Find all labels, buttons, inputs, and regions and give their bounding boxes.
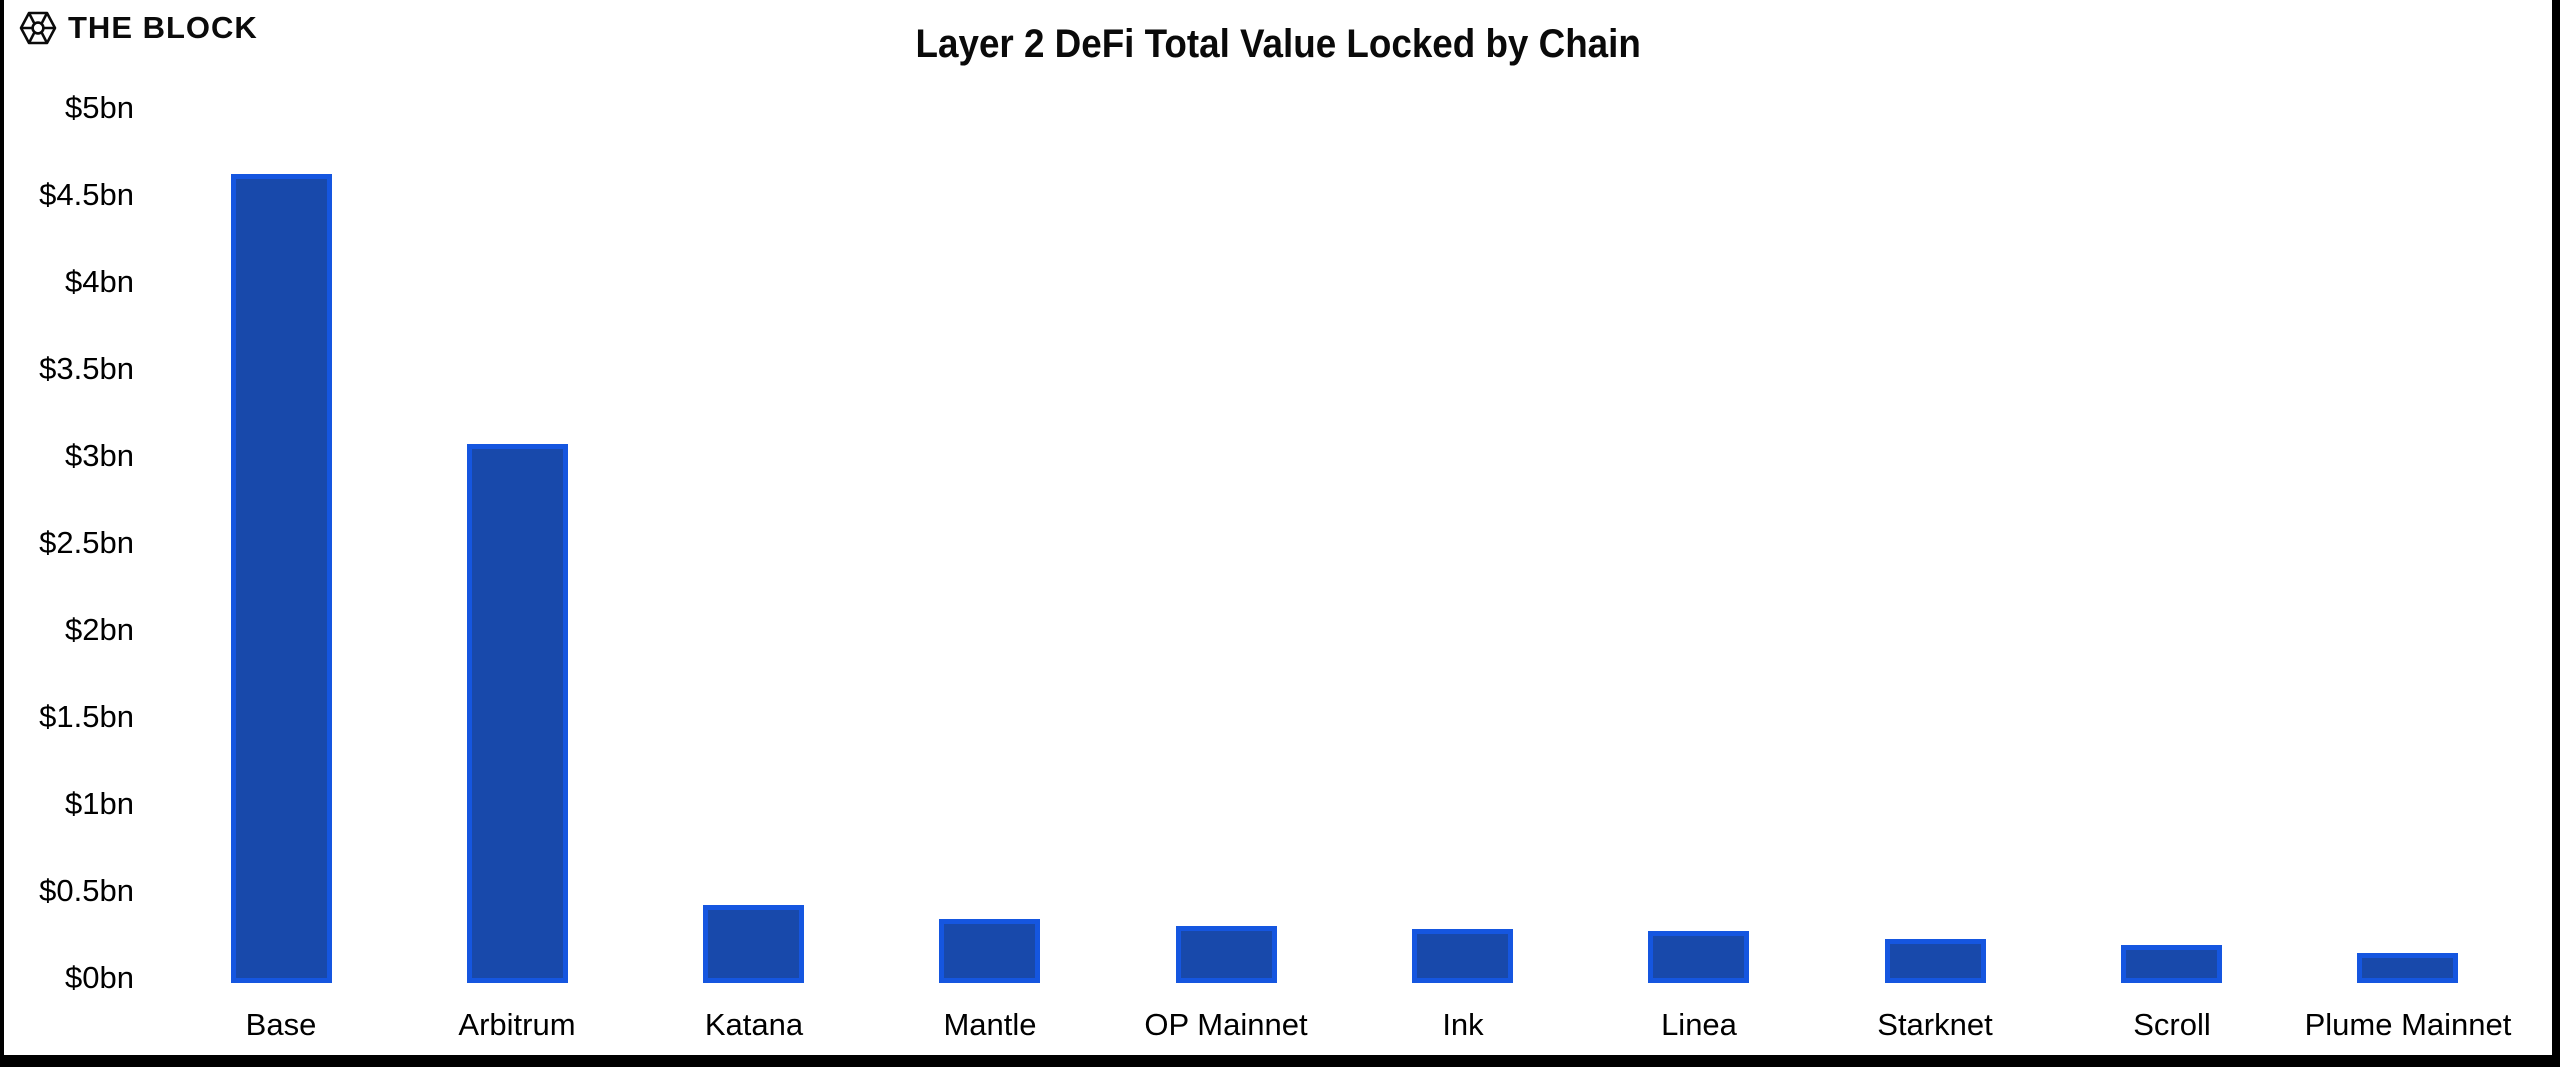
x-axis-label-ink: Ink xyxy=(1442,1007,1484,1042)
x-axis-label-katana: Katana xyxy=(704,1007,804,1042)
bar-chart: $0bn $0.5bn $1bn $1.5bn $2bn $2.5bn $3bn $3.5bn… xyxy=(4,0,2552,1055)
bar-base xyxy=(231,174,332,983)
x-axis-label-linea: Linea xyxy=(1661,1007,1737,1042)
the-block-logo-icon xyxy=(19,11,57,45)
bar-starknet xyxy=(1885,939,1986,983)
brand-name: THE BLOCK xyxy=(68,10,258,45)
y-axis-tick-label: $1bn xyxy=(65,786,134,821)
x-axis-label-mantle: Mantle xyxy=(943,1007,1037,1042)
bar-scroll xyxy=(2121,945,2222,983)
x-axis-label-op-mainnet: OP Mainnet xyxy=(1144,1007,1308,1042)
bar-op-mainnet xyxy=(1176,926,1277,983)
y-axis-tick-label: $4bn xyxy=(65,264,134,299)
x-axis-label-plume-mainnet: Plume Mainnet xyxy=(2304,1007,2512,1042)
chart-title: Layer 2 DeFi Total Value Locked by Chain xyxy=(915,22,1641,66)
x-axis-label-arbitrum: Arbitrum xyxy=(458,1007,576,1042)
bar-ink xyxy=(1412,929,1513,983)
y-axis-tick-label: $0.5bn xyxy=(39,873,134,908)
y-axis-tick-label: $2.5bn xyxy=(39,525,134,560)
y-axis-tick-label: $0bn xyxy=(65,960,134,995)
x-axis-label-scroll: Scroll xyxy=(2133,1007,2211,1042)
the-block-logo: THE BLOCK xyxy=(18,8,258,48)
x-axis-label-starknet: Starknet xyxy=(1877,1007,1993,1042)
bar-arbitrum xyxy=(467,444,568,983)
y-axis-tick-label: $1.5bn xyxy=(39,699,134,734)
y-axis-tick-label: $2bn xyxy=(65,612,134,647)
bar-plume-mainnet xyxy=(2357,953,2458,983)
y-axis-tick-label: $3.5bn xyxy=(39,351,134,386)
x-axis-label-base: Base xyxy=(245,1007,317,1042)
bar-katana xyxy=(703,905,804,983)
bar-mantle xyxy=(939,919,1040,983)
y-axis-tick-label: $5bn xyxy=(65,90,134,125)
bar-linea xyxy=(1648,931,1749,983)
y-axis-tick-label: $3bn xyxy=(65,438,134,473)
y-axis-tick-label: $4.5bn xyxy=(39,177,134,212)
